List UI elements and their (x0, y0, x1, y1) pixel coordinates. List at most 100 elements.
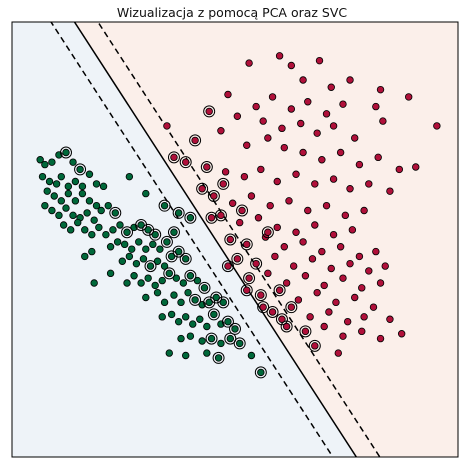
scatter-point-class-0 (78, 182, 87, 191)
support-vector-ring (217, 296, 230, 309)
scatter-point-class-0 (45, 177, 54, 186)
scatter-point-class-1 (278, 315, 286, 323)
support-vector-ring (261, 226, 274, 239)
scatter-point-class-0 (104, 201, 112, 210)
scatter-point-class-1 (386, 315, 394, 323)
scatter-point-class-0 (125, 172, 134, 181)
scatter-point-class-0 (172, 274, 181, 282)
support-vector-ring (109, 206, 122, 219)
scatter-point-class-1 (243, 240, 251, 249)
scatter-point-class-1 (365, 267, 373, 275)
scatter-point-class-0 (170, 228, 178, 236)
support-vector-ring (233, 337, 246, 350)
scatter-point-class-0 (174, 209, 183, 217)
scatter-point-class-0 (219, 298, 227, 307)
scatter-point-class-0 (205, 298, 213, 307)
scatter-point-class-0 (52, 180, 61, 188)
scatter-point-class-1 (339, 332, 347, 340)
scatter-point-class-0 (71, 177, 80, 186)
scatter-point-class-0 (99, 182, 108, 191)
scatter-point-class-1 (412, 163, 420, 171)
scatter-point-class-1 (217, 211, 225, 220)
scatter-point-class-1 (304, 206, 312, 215)
scatter-point-class-0 (36, 156, 44, 164)
scatter-point-class-0 (59, 221, 68, 229)
scatter-point-class-0 (92, 201, 101, 210)
scatter-point-class-1 (405, 93, 413, 101)
scatter-point-class-1 (210, 192, 218, 200)
support-vector-ring (179, 156, 192, 169)
scatter-point-class-0 (184, 288, 192, 297)
scatter-point-class-1 (372, 247, 380, 256)
support-vector-ring (163, 267, 176, 280)
scatter-point-class-0 (186, 272, 195, 280)
scatter-point-class-1 (318, 156, 326, 164)
boundary-lines (50, 22, 381, 457)
scatter-point-class-1 (320, 281, 328, 290)
scatter-point-class-0 (174, 317, 183, 326)
scatter-point-class-1 (395, 165, 404, 174)
scatter-point-class-0 (85, 170, 94, 178)
scatter-point-class-1 (358, 284, 366, 292)
scatter-point-class-0 (113, 238, 122, 246)
scatter-point-class-0 (66, 226, 75, 234)
scatter-point-class-1 (351, 134, 359, 142)
decision-boundary-line (73, 22, 358, 457)
scatter-point-class-1 (259, 303, 267, 311)
scatter-point-class-0 (64, 182, 73, 191)
scatter-point-class-1 (268, 93, 277, 101)
support-vector-ring (240, 284, 253, 297)
scatter-point-class-0 (132, 259, 141, 268)
support-vector-ring (207, 308, 220, 321)
scatter-point-class-1 (376, 334, 385, 343)
scatter-point-class-0 (182, 313, 190, 321)
scatter-point-class-1 (329, 230, 338, 239)
scatter-point-class-0 (90, 279, 98, 287)
scatter-point-class-1 (360, 206, 368, 215)
scatter-point-class-0 (203, 322, 211, 331)
scatter-point-class-0 (198, 337, 206, 345)
scatter-point-class-0 (120, 240, 129, 249)
scatter-point-class-0 (55, 211, 63, 220)
scatter-point-class-0 (160, 201, 169, 210)
scatter-point-class-0 (135, 238, 143, 246)
scatter-point-class-1 (397, 330, 406, 338)
scatter-point-class-1 (264, 134, 272, 142)
scatter-point-class-1 (355, 160, 364, 169)
scatter-point-class-1 (372, 102, 380, 111)
scatter-point-class-0 (78, 189, 87, 198)
scatter-point-class-1 (334, 349, 342, 357)
scatter-point-class-1 (266, 201, 274, 210)
scatter-point-class-0 (62, 204, 70, 212)
scatter-point-class-1 (294, 296, 303, 304)
scatter-point-class-1 (315, 56, 324, 65)
scatter-point-class-0 (137, 279, 145, 287)
scatter-point-class-0 (111, 209, 119, 217)
scatter-point-class-0 (200, 284, 209, 292)
scatter-point-class-0 (186, 214, 195, 222)
support-vector-ring (167, 151, 180, 164)
scatter-point-class-1 (336, 243, 345, 251)
scatter-point-class-0 (118, 257, 127, 265)
support-vector-ring (254, 289, 267, 302)
support-vector-ring (179, 252, 192, 265)
scatter-point-class-1 (311, 221, 319, 229)
scatter-point-class-0 (90, 216, 98, 224)
scatter-point-class-1 (292, 228, 300, 236)
scatter-point-class-1 (238, 206, 246, 215)
scatter-point-class-1 (191, 136, 199, 145)
scatter-point-class-0 (88, 247, 96, 256)
scatter-point-class-0 (196, 315, 204, 323)
scatter-point-class-1 (240, 172, 249, 181)
scatter-point-class-0 (149, 240, 157, 249)
support-vector-ring (212, 351, 225, 364)
scatter-point-class-1 (379, 117, 387, 125)
scatter-point-class-1 (287, 61, 296, 70)
scatter-point-class-1 (311, 180, 319, 188)
data-points (36, 52, 441, 377)
scatter-point-class-0 (217, 339, 225, 348)
scatter-point-class-0 (106, 269, 115, 278)
scatter-point-class-0 (95, 223, 103, 232)
scatter-point-class-0 (203, 349, 211, 357)
